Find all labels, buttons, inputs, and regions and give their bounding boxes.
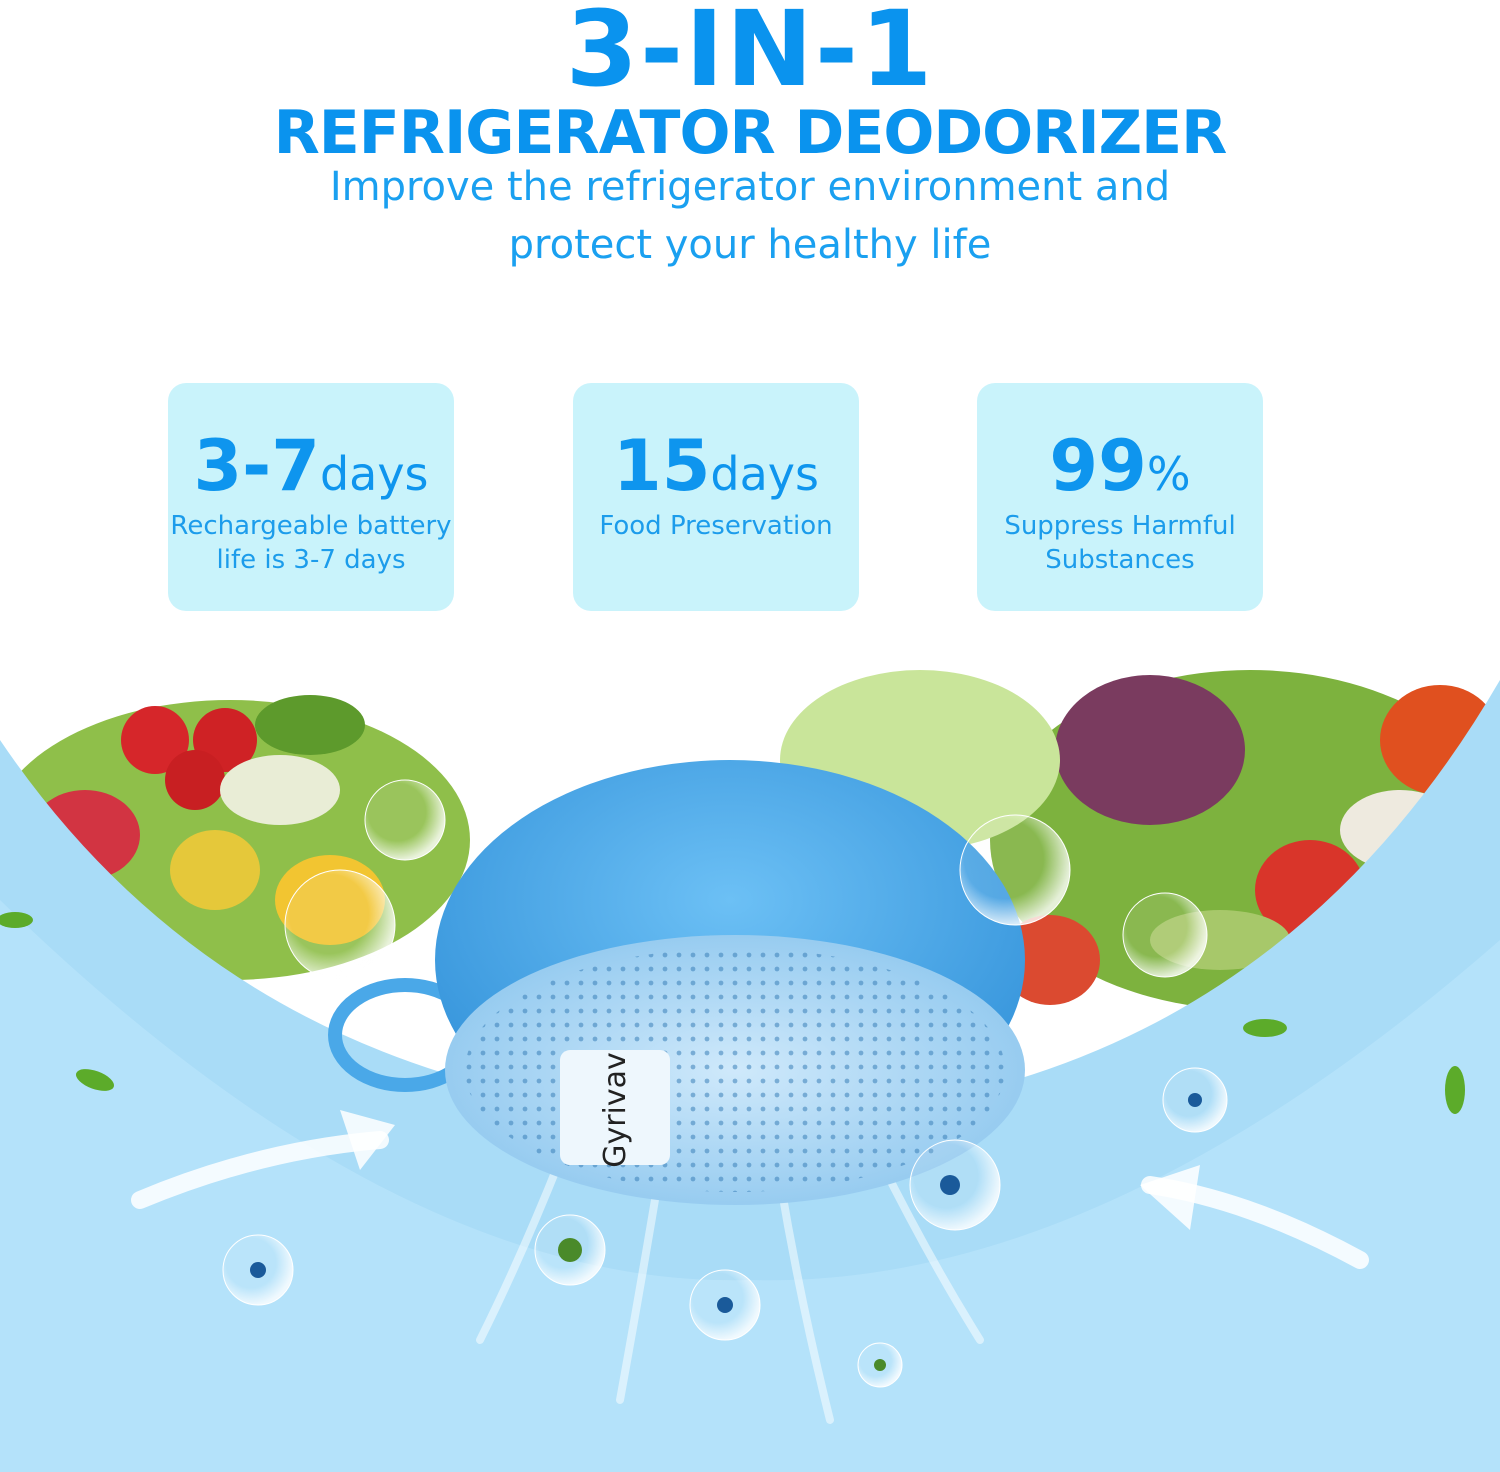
tagline-line1: Improve the refrigerator environment and (329, 164, 1171, 210)
feature-unit: days (319, 447, 429, 501)
feature-desc: Suppress Harmful (1004, 511, 1236, 541)
bubbles (222, 779, 1228, 1388)
page-subtitle: REFRIGERATOR DEODORIZER (273, 98, 1228, 168)
feature-desc: Substances (1045, 545, 1195, 575)
deodorizer-device: Gyrivav (328, 760, 1025, 1205)
feature-desc: Food Preservation (599, 511, 833, 541)
page-title: 3-IN-1 (565, 0, 935, 110)
product-scene: Gyrivav (0, 670, 1500, 1472)
feature-desc: Rechargeable battery (170, 511, 452, 541)
brand-label: Gyrivav (598, 1052, 633, 1168)
feature-number: 99 (1049, 425, 1147, 507)
feature-card-battery: 3-7days Rechargeable battery life is 3-7 … (168, 383, 454, 611)
feature-number: 3-7 (193, 425, 320, 507)
leaves (0, 912, 1465, 1114)
tagline-line2: protect your healthy life (508, 222, 992, 268)
feature-desc: life is 3-7 days (216, 545, 406, 575)
feature-unit: % (1146, 447, 1191, 501)
feature-card-preservation: 15days Food Preservation (573, 383, 859, 611)
feature-number: 15 (613, 425, 711, 507)
feature-unit: days (710, 447, 819, 501)
feature-card-suppress: 99% Suppress Harmful Substances (977, 383, 1263, 611)
